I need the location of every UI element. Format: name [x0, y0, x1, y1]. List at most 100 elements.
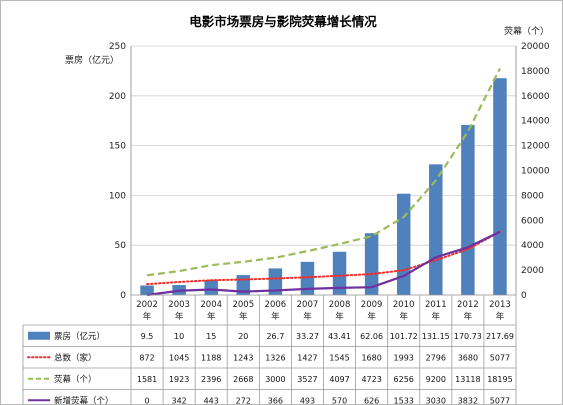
data-label: 5077 — [490, 396, 510, 404]
bar — [461, 124, 475, 296]
data-label: 1427 — [297, 353, 317, 362]
bar — [429, 164, 443, 295]
right-axis-tick: 12000 — [521, 142, 550, 152]
bar-series — [140, 78, 507, 296]
right-axis-tick: 10000 — [521, 167, 550, 177]
category-suffix: 年 — [207, 311, 216, 322]
right-axis-tick: 16000 — [521, 92, 550, 102]
data-label: 18195 — [487, 375, 512, 384]
category-label: 2008 — [329, 300, 351, 310]
category-suffix: 年 — [271, 311, 280, 322]
data-label: 4097 — [329, 375, 349, 384]
data-label: 570 — [332, 396, 347, 404]
line-dotted — [146, 230, 501, 286]
category-suffix: 年 — [399, 311, 408, 322]
right-axis-tick: 18000 — [521, 67, 550, 77]
data-label: 1680 — [361, 353, 381, 362]
left-axis-tick: 50 — [115, 241, 127, 251]
left-axis-tick: 250 — [109, 42, 126, 52]
data-label: 0 — [144, 396, 149, 404]
data-label: 2796 — [426, 353, 446, 362]
data-table: 2002年2003年2004年2005年2006年2007年2008年2009年… — [22, 294, 517, 404]
category-suffix: 年 — [432, 311, 441, 322]
data-label: 2396 — [201, 375, 221, 384]
category-suffix: 年 — [303, 311, 312, 322]
bar — [332, 251, 347, 295]
right-axis-label: 荧幕（个） — [504, 25, 549, 37]
data-label: 1326 — [265, 353, 285, 362]
category-label: 2009 — [361, 300, 383, 310]
legend-key — [28, 331, 50, 340]
left-axis-tick: 150 — [109, 142, 126, 152]
data-label: 3000 — [265, 375, 285, 384]
data-label: 170.73 — [454, 332, 482, 341]
data-label: 6256 — [394, 375, 414, 384]
data-label: 1188 — [201, 353, 221, 362]
data-label: 366 — [268, 396, 283, 404]
bar — [364, 233, 379, 295]
data-label: 626 — [364, 396, 379, 404]
data-label: 33.27 — [296, 332, 319, 341]
data-label: 1993 — [394, 353, 414, 362]
data-label: 131.15 — [422, 332, 450, 341]
data-label: 493 — [300, 396, 315, 404]
data-label: 1545 — [329, 353, 349, 362]
category-label: 2005 — [232, 300, 254, 310]
category-suffix: 年 — [335, 311, 344, 322]
data-label: 10 — [174, 332, 184, 341]
left-axis-tick: 0 — [120, 291, 126, 301]
category-suffix: 年 — [367, 311, 376, 322]
data-label: 15 — [206, 332, 216, 341]
right-axis-tick: 0 — [521, 291, 527, 301]
data-label: 13118 — [455, 375, 480, 384]
line-series — [146, 67, 501, 297]
data-label: 3527 — [297, 375, 317, 384]
data-label: 272 — [236, 396, 251, 404]
data-label: 443 — [204, 396, 219, 404]
left-axis: 0 50 100 150 200 250 — [109, 42, 132, 301]
bar — [493, 78, 507, 296]
data-label: 9200 — [426, 375, 446, 384]
data-label: 1243 — [233, 353, 253, 362]
bar — [396, 193, 411, 295]
data-label: 5077 — [490, 353, 510, 362]
right-axis-tick: 4000 — [521, 241, 544, 251]
data-label: 3832 — [458, 396, 478, 404]
category-label: 2012 — [457, 300, 479, 310]
legend-label: 荧幕（个） — [54, 374, 97, 385]
legend-label: 新增荧幕（个） — [54, 395, 114, 404]
data-label: 3680 — [458, 353, 478, 362]
data-label: 872 — [139, 353, 154, 362]
right-axis-tick: 8000 — [521, 191, 544, 201]
data-label: 26.7 — [266, 332, 284, 341]
chart-title: 电影市场票房与影院荧幕增长情况 — [189, 14, 377, 29]
data-label: 9.5 — [141, 332, 154, 341]
legend-label: 票房（亿元） — [54, 331, 105, 342]
right-axis-tick: 20000 — [521, 42, 550, 52]
right-axis-tick: 2000 — [521, 266, 544, 276]
bar — [140, 285, 154, 295]
category-label: 2003 — [168, 300, 190, 310]
data-label: 3030 — [426, 396, 446, 404]
bar — [268, 268, 283, 295]
bar — [204, 280, 218, 295]
left-axis-tick: 100 — [109, 191, 126, 201]
data-label: 4723 — [361, 375, 381, 384]
category-suffix: 年 — [464, 311, 473, 322]
category-label: 2011 — [425, 300, 447, 310]
line-dashed — [146, 67, 501, 277]
right-axis: 0 2000 4000 6000 8000 10000 12000 14000 16000 180… — [515, 42, 550, 301]
data-label: 101.72 — [390, 332, 418, 341]
bar — [300, 261, 315, 295]
data-label: 342 — [171, 396, 186, 404]
category-label: 2006 — [265, 300, 287, 310]
data-label: 62.06 — [360, 332, 383, 341]
category-label: 2004 — [200, 300, 222, 310]
gridlines — [131, 45, 516, 296]
line-solid — [146, 230, 501, 297]
category-suffix: 年 — [175, 311, 184, 322]
data-label: 20 — [238, 332, 248, 341]
category-suffix: 年 — [143, 311, 152, 322]
